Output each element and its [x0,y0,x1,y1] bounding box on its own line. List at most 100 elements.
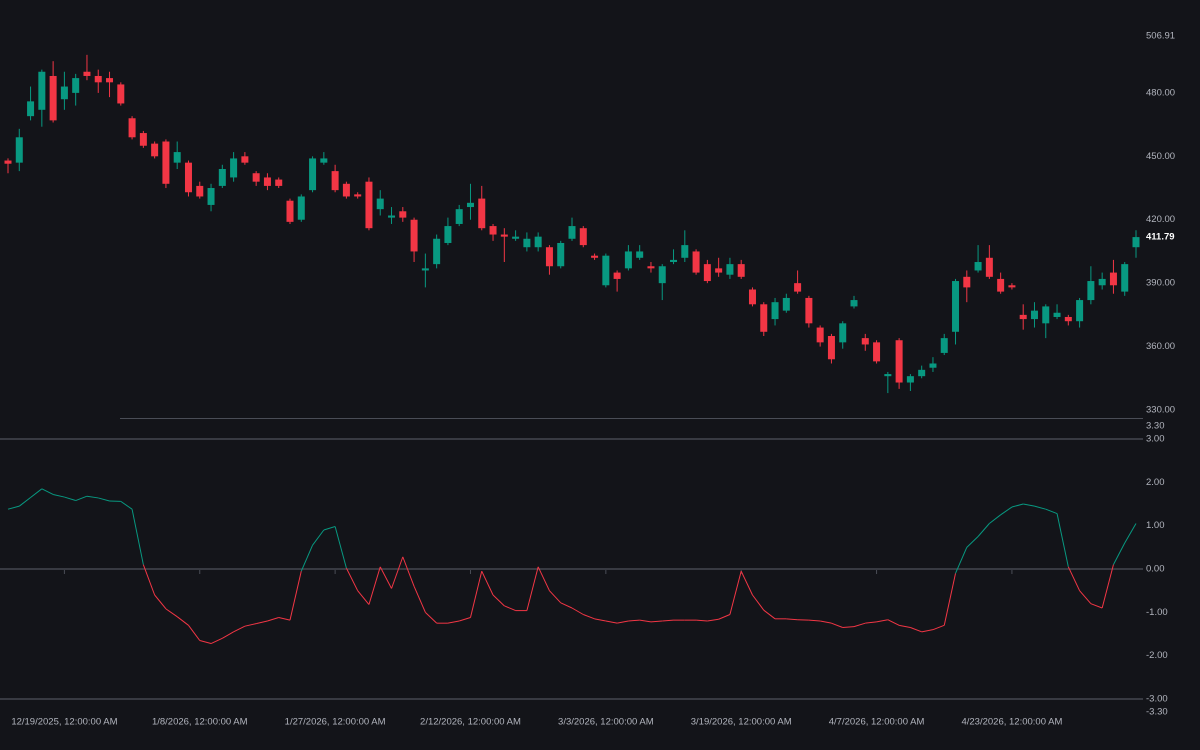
indicator-segment [1124,523,1137,544]
y-tick-label: -3.00 [1146,694,1168,705]
indicator-segment [64,496,76,502]
x-tick-label: 2/12/2026, 12:00:00 AM [420,717,521,728]
candle-body [624,251,632,269]
indicator-segment [707,618,719,622]
candle-body [1087,281,1095,301]
indicator-segment [120,500,133,510]
indicator-segment [165,608,178,618]
indicator-segment [345,567,359,591]
y-tick-label: -2.00 [1146,650,1168,661]
indicator-segment [1067,566,1081,591]
candle-body [241,156,249,163]
candle-body [602,255,610,286]
candle-body [952,281,960,332]
candle-body [873,342,881,362]
x-tick-label: 3/19/2026, 12:00:00 AM [691,717,792,728]
candle-body [151,143,159,157]
indicator-segment [763,609,776,620]
candle-body [816,327,824,343]
candle-body [715,268,723,273]
candle-body [388,215,396,218]
candle-body [286,200,294,222]
candle-body [1042,306,1050,324]
candle-body [489,226,497,235]
indicator-segment [425,611,437,624]
indicator-segment [459,617,471,622]
indicator-segment [1011,503,1024,508]
indicator-segment [537,566,550,591]
candle-body [376,198,384,210]
candle-body [670,259,678,263]
candle-body [478,198,486,229]
indicator-segment [469,571,483,618]
candle-body [320,158,328,163]
candle-body [591,255,599,258]
indicator-segment [977,523,990,537]
indicator-segment [1079,590,1092,604]
indicator-segment [154,594,167,610]
candle-body [534,236,542,248]
candle-body [557,242,565,267]
candle-body [184,162,192,193]
candle-body [275,179,283,186]
candle-body [523,238,531,248]
candle-body [827,336,835,360]
candle-body [117,84,125,104]
y-tick-label: 420.00 [1146,214,1175,225]
candle-body [940,338,948,353]
indicator-segment [233,625,246,633]
indicator-segment [526,566,539,611]
candle-body [568,226,576,239]
candle-body [997,278,1005,292]
candle-body [895,340,903,383]
indicator-segment [560,602,573,609]
candle-body [974,262,982,271]
candle-body [207,188,215,205]
candle-body [1019,314,1027,320]
indicator-segment [1034,505,1046,510]
indicator-segment [1000,506,1013,516]
indicator-segment [256,620,268,625]
indicator-segment [876,619,888,623]
indicator-segment [617,620,629,624]
indicator-segment [1101,564,1114,609]
candle-body [850,300,858,307]
indicator-segment [740,570,753,596]
indicator-segment [199,640,212,645]
indicator-segment [1090,603,1103,609]
candle-body [658,266,666,284]
candle-body [771,302,779,320]
candle-body [918,369,926,377]
indicator-segment [583,614,595,620]
candle-body [444,226,452,243]
y-tick-label: 360.00 [1146,341,1175,352]
candle-body [794,283,802,292]
candle-body [545,247,553,267]
candle-body [466,202,474,208]
candle-body [331,171,339,191]
candle-body [354,194,362,197]
indicator-segment [955,547,968,574]
x-tick-label: 4/7/2026, 12:00:00 AM [829,717,925,728]
indicator-segment [30,488,43,498]
indicator-segment [41,488,54,495]
indicator-segment [696,619,708,622]
y-tick-label: 330.00 [1146,405,1175,416]
indicator-segment [1045,508,1058,515]
indicator-segment [628,619,640,622]
indicator-segment [267,617,279,622]
indicator-segment [887,619,900,626]
indicator-segment [752,594,765,611]
candle-body [365,181,373,229]
indicator-segment [492,594,505,607]
candle-body [1109,272,1117,286]
indicator-segment [391,556,404,589]
candle-body [252,173,260,182]
indicator-segment [932,624,945,631]
indicator-segment [142,564,156,596]
candle-body [1076,300,1084,322]
candle-body [128,118,136,138]
y-tick-label: 3.30 [1146,421,1165,432]
